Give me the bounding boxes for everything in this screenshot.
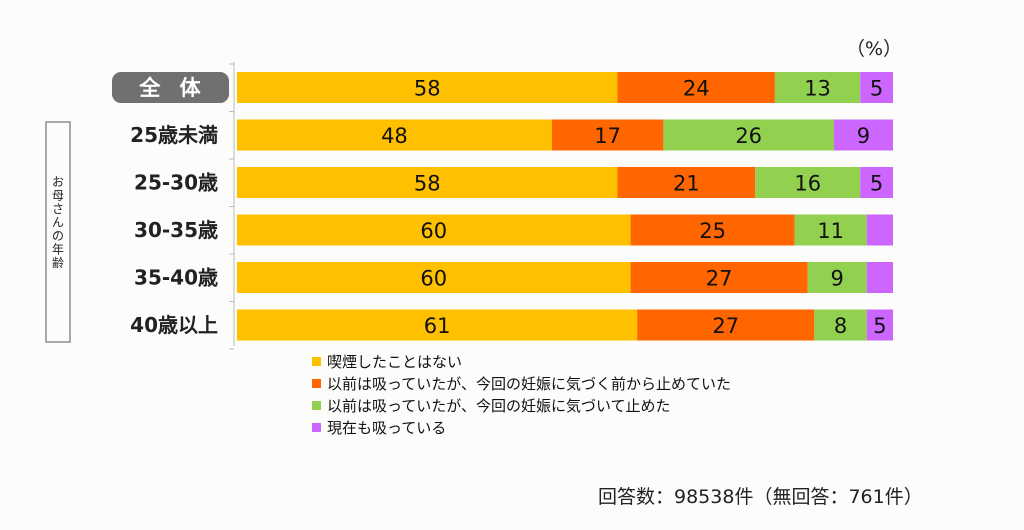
data-label: 5 (873, 314, 886, 338)
data-label: 60 (420, 219, 447, 243)
legend-item: 喫煙したことはない (312, 350, 731, 372)
data-label: 13 (804, 77, 831, 101)
bar-segment (860, 72, 893, 103)
group-bracket (45, 121, 71, 343)
data-label: 25 (699, 219, 726, 243)
data-label: 8 (834, 314, 847, 338)
bar-segment (237, 119, 552, 151)
legend: 喫煙したことはない以前は吸っていたが、今回の妊娠に気づく前から止めていた 以前は吸… (312, 350, 731, 438)
legend-swatch (312, 378, 321, 388)
bar-segment (637, 309, 815, 341)
bar-segment (866, 309, 893, 341)
bar-segment (617, 167, 756, 198)
bar-segment (833, 119, 893, 151)
legend-item: 現在も吸っている (312, 416, 731, 438)
category-label: 25歳未満 (130, 123, 218, 147)
legend-swatch (312, 422, 321, 432)
legend-item: 以前は吸っていたが、今回の妊娠に気づいて止めた (312, 394, 731, 416)
bar-segment (866, 214, 893, 246)
data-label: 5 (870, 77, 883, 101)
bar-segment (551, 119, 664, 151)
data-label: 16 (794, 172, 821, 196)
data-label: 27 (706, 267, 733, 291)
bar-segment (237, 167, 618, 198)
legend-label: 以前は吸っていたが、今回の妊娠に気づいて止めた (327, 396, 671, 415)
data-label: 27 (712, 314, 739, 338)
data-label: 9 (857, 124, 870, 148)
legend-item: 以前は吸っていたが、今回の妊娠に気づく前から止めていた (312, 372, 731, 394)
footnote: 回答数：98538件（無回答：761件） (598, 486, 923, 508)
data-label: 58 (414, 172, 441, 196)
legend-swatch (312, 356, 321, 366)
legend-label: 以前は吸っていたが、今回の妊娠に気づく前から止めていた (327, 374, 731, 393)
data-label: 26 (735, 124, 762, 148)
bar-segment (237, 214, 631, 246)
bar-segment (866, 262, 893, 293)
bar-segment (617, 72, 775, 103)
category-label: 25-30歳 (134, 171, 218, 195)
bar-segment (630, 214, 795, 246)
group-label: お母さんの年齢 (52, 175, 64, 270)
category-label: 35-40歳 (134, 266, 218, 290)
bar-segment (807, 262, 867, 293)
bar-segment (237, 309, 638, 341)
data-label: 58 (414, 77, 441, 101)
data-label: 48 (381, 124, 408, 148)
bar-segment (774, 72, 861, 103)
category-label-badge (112, 72, 229, 103)
unit-label: （%） (846, 38, 902, 60)
category-label: 30-35歳 (134, 218, 218, 242)
data-label: 61 (424, 314, 451, 338)
data-label: 24 (683, 77, 710, 101)
bar-segment (663, 119, 834, 151)
bar-segment (814, 309, 867, 341)
data-label: 21 (673, 172, 700, 196)
bar-segment (630, 262, 808, 293)
legend-swatch (312, 400, 321, 410)
bar-segment (755, 167, 861, 198)
data-label: 17 (594, 124, 621, 148)
bar-segment (860, 167, 893, 198)
stacked-bar-chart: （%） お母さんの年齢 全 体 25歳未満 25-30歳 30-35歳 35-40歳 40… (45, 38, 902, 350)
data-label: 9 (831, 267, 844, 291)
bar-segment (794, 214, 867, 246)
data-label: 5 (870, 172, 883, 196)
data-label: 11 (817, 219, 844, 243)
legend-label: 現在も吸っている (327, 418, 447, 437)
legend-label: 喫煙したことはない (327, 352, 463, 371)
bar-segment (237, 72, 618, 103)
bar-segment (237, 262, 631, 293)
category-label: 全 体 (138, 76, 206, 100)
data-label: 60 (420, 267, 447, 291)
category-label: 40歳以上 (130, 313, 218, 337)
